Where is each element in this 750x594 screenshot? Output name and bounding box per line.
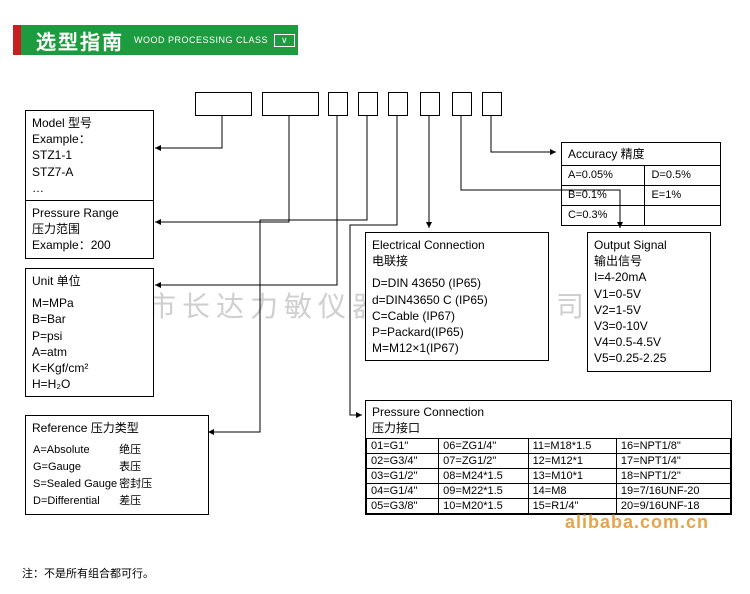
out-title: Output Signal — [594, 237, 704, 253]
slot-7 — [452, 92, 472, 116]
unit-r2: P=psi — [32, 328, 147, 344]
box-output: Output Signal 输出信号 I=4-20mA V1=0-5V V2=1… — [587, 232, 711, 372]
model-l1: Example： — [32, 131, 147, 147]
unit-r5: H=H₂O — [32, 376, 147, 392]
header-bar: 选型指南 WOOD PROCESSING CLASS ∨ — [18, 25, 298, 55]
header-sub: WOOD PROCESSING CLASS — [134, 35, 268, 45]
model-l4: … — [32, 180, 147, 196]
unit-r0: M=MPa — [32, 295, 147, 311]
slot-1 — [195, 92, 252, 116]
box-reference: Reference 压力类型 A=Absolute绝压 G=Gauge表压 S=… — [25, 415, 209, 515]
slot-4 — [358, 92, 378, 116]
model-l2: STZ1-1 — [32, 147, 147, 163]
box-range: Pressure Range 压力范围 Example：200 — [25, 200, 154, 259]
box-elec: Electrical Connection 电联接 D=DIN 43650 (I… — [365, 232, 549, 361]
model-title: Model 型号 — [32, 115, 147, 131]
slot-6 — [420, 92, 440, 116]
elec-cn: 电联接 — [372, 253, 542, 269]
slot-3 — [328, 92, 348, 116]
elec-title: Electrical Connection — [372, 237, 542, 253]
unit-r4: K=Kgf/cm² — [32, 360, 147, 376]
unit-title: Unit 单位 — [32, 273, 147, 289]
ref-title: Reference 压力类型 — [32, 420, 202, 436]
pc-table: 01=G1"06=ZG1/4"11=M18*1.516=NPT1/8" 02=G… — [366, 438, 731, 514]
box-accuracy: Accuracy 精度 A=0.05%D=0.5% B=0.1%E=1% C=0… — [555, 138, 721, 226]
unit-r1: B=Bar — [32, 311, 147, 327]
footer-watermark: alibaba.com.cn — [565, 512, 709, 533]
out-cn: 输出信号 — [594, 253, 704, 269]
header-red-block — [13, 25, 21, 55]
box-unit: Unit 单位 M=MPa B=Bar P=psi A=atm K=Kgf/cm… — [25, 268, 154, 397]
range-title: Pressure Range — [32, 205, 147, 221]
unit-r3: A=atm — [32, 344, 147, 360]
slot-8 — [482, 92, 502, 116]
header-chevron-icon: ∨ — [274, 34, 295, 47]
box-pressure-connection: Pressure Connection 压力接口 01=G1"06=ZG1/4"… — [365, 400, 732, 515]
ref-table: A=Absolute绝压 G=Gauge表压 S=Sealed Gauge密封压… — [32, 442, 153, 509]
footnote: 注：不是所有组合都可行。 — [22, 565, 154, 581]
range-cn: 压力范围 — [32, 221, 147, 237]
header-title: 选型指南 — [36, 26, 124, 55]
canvas: 选型指南 WOOD PROCESSING CLASS ∨ 蚌埠市长达力敏仪器有限… — [0, 0, 750, 594]
acc-title: Accuracy 精度 — [561, 142, 721, 165]
acc-table: A=0.05%D=0.5% B=0.1%E=1% C=0.3% — [561, 165, 721, 226]
slot-5 — [388, 92, 408, 116]
range-ex: Example：200 — [32, 237, 147, 253]
model-l3: STZ7-A — [32, 164, 147, 180]
pc-title: Pressure Connection 压力接口 — [366, 401, 731, 438]
box-model: Model 型号 Example： STZ1-1 STZ7-A … — [25, 110, 154, 201]
slot-2 — [262, 92, 319, 116]
